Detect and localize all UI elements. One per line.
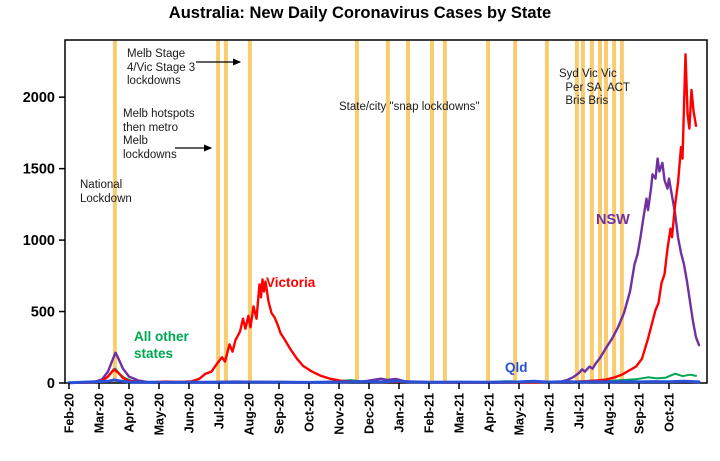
y-tick-label: 500 xyxy=(31,305,55,321)
lockdown-band xyxy=(223,40,228,383)
chart-title: Australia: New Daily Coronavirus Cases b… xyxy=(168,4,552,22)
annotation-snap-lockdowns: State/city "snap lockdowns" xyxy=(339,101,480,113)
series-label-qld: Qld xyxy=(505,360,528,375)
x-tick-label: Aug-21 xyxy=(603,393,617,435)
annotation-melb-stage: Melb Stage 4/Vic Stage 3 lockdowns xyxy=(127,48,196,88)
y-tick-label: 1500 xyxy=(23,162,55,178)
x-tick-label: Jun-20 xyxy=(183,393,197,433)
series-line-victoria xyxy=(67,53,698,384)
x-tick-label: Jan-21 xyxy=(393,393,407,433)
x-tick-label: Dec-20 xyxy=(363,393,377,434)
x-tick-label: Sep-21 xyxy=(633,393,647,434)
lockdown-band xyxy=(619,40,624,383)
x-tick-label: Apr-21 xyxy=(483,393,497,433)
lockdown-band xyxy=(486,40,491,383)
lockdown-band xyxy=(580,40,585,383)
annotation-arrows xyxy=(175,58,242,152)
lockdown-band xyxy=(598,40,602,383)
x-tick-label: May-20 xyxy=(153,393,167,435)
series-label-all-other-states: All other states xyxy=(134,329,189,361)
lockdown-band xyxy=(612,40,617,383)
annotation-snap-lockdown-cities: Syd Vic Vic Per SA ACT Bris Bris xyxy=(559,68,630,108)
series-line-qld xyxy=(67,378,701,385)
x-tick-label: Apr-20 xyxy=(123,393,137,433)
lockdown-band xyxy=(406,40,410,383)
x-tick-label: Nov-20 xyxy=(333,393,347,435)
lockdown-band xyxy=(574,40,579,383)
lockdown-band xyxy=(442,40,447,383)
series-label-victoria: Victoria xyxy=(266,275,316,290)
lockdown-band xyxy=(513,40,518,383)
lockdown-band xyxy=(247,40,252,383)
x-tick-label: Feb-21 xyxy=(423,393,437,433)
x-tick-label: Mar-21 xyxy=(453,393,467,433)
lockdown-band xyxy=(216,40,221,383)
x-tick-label: Oct-21 xyxy=(663,393,677,432)
lockdown-band xyxy=(112,40,117,383)
lockdown-band xyxy=(385,40,390,383)
lockdown-band xyxy=(544,40,549,383)
x-tick-label: Jun-21 xyxy=(543,393,557,433)
x-tick-label: Mar-20 xyxy=(93,393,107,433)
lockdown-band xyxy=(430,40,434,383)
x-tick-label: May-21 xyxy=(513,393,527,435)
y-tick-label: 2000 xyxy=(23,90,55,106)
series-label-nsw: NSW xyxy=(596,212,630,228)
x-tick-label: Oct-20 xyxy=(303,393,317,432)
annotation-national-lockdown: National Lockdown xyxy=(80,179,132,205)
x-tick-label: Aug-20 xyxy=(243,393,257,435)
lockdown-band xyxy=(355,40,359,383)
x-tick-label: Jul-21 xyxy=(573,393,587,429)
y-tick-label: 0 xyxy=(47,376,55,392)
x-tick-label: Feb-20 xyxy=(63,393,77,433)
y-tick-label: 1000 xyxy=(23,233,55,249)
lockdown-band xyxy=(604,40,608,383)
annotation-melb-hotspots: Melb hotspots then metro Melb lockdowns xyxy=(123,108,195,161)
lockdown-band xyxy=(589,40,594,383)
x-tick-label: Jul-20 xyxy=(213,393,227,429)
x-tick-label: Sep-20 xyxy=(273,393,287,434)
